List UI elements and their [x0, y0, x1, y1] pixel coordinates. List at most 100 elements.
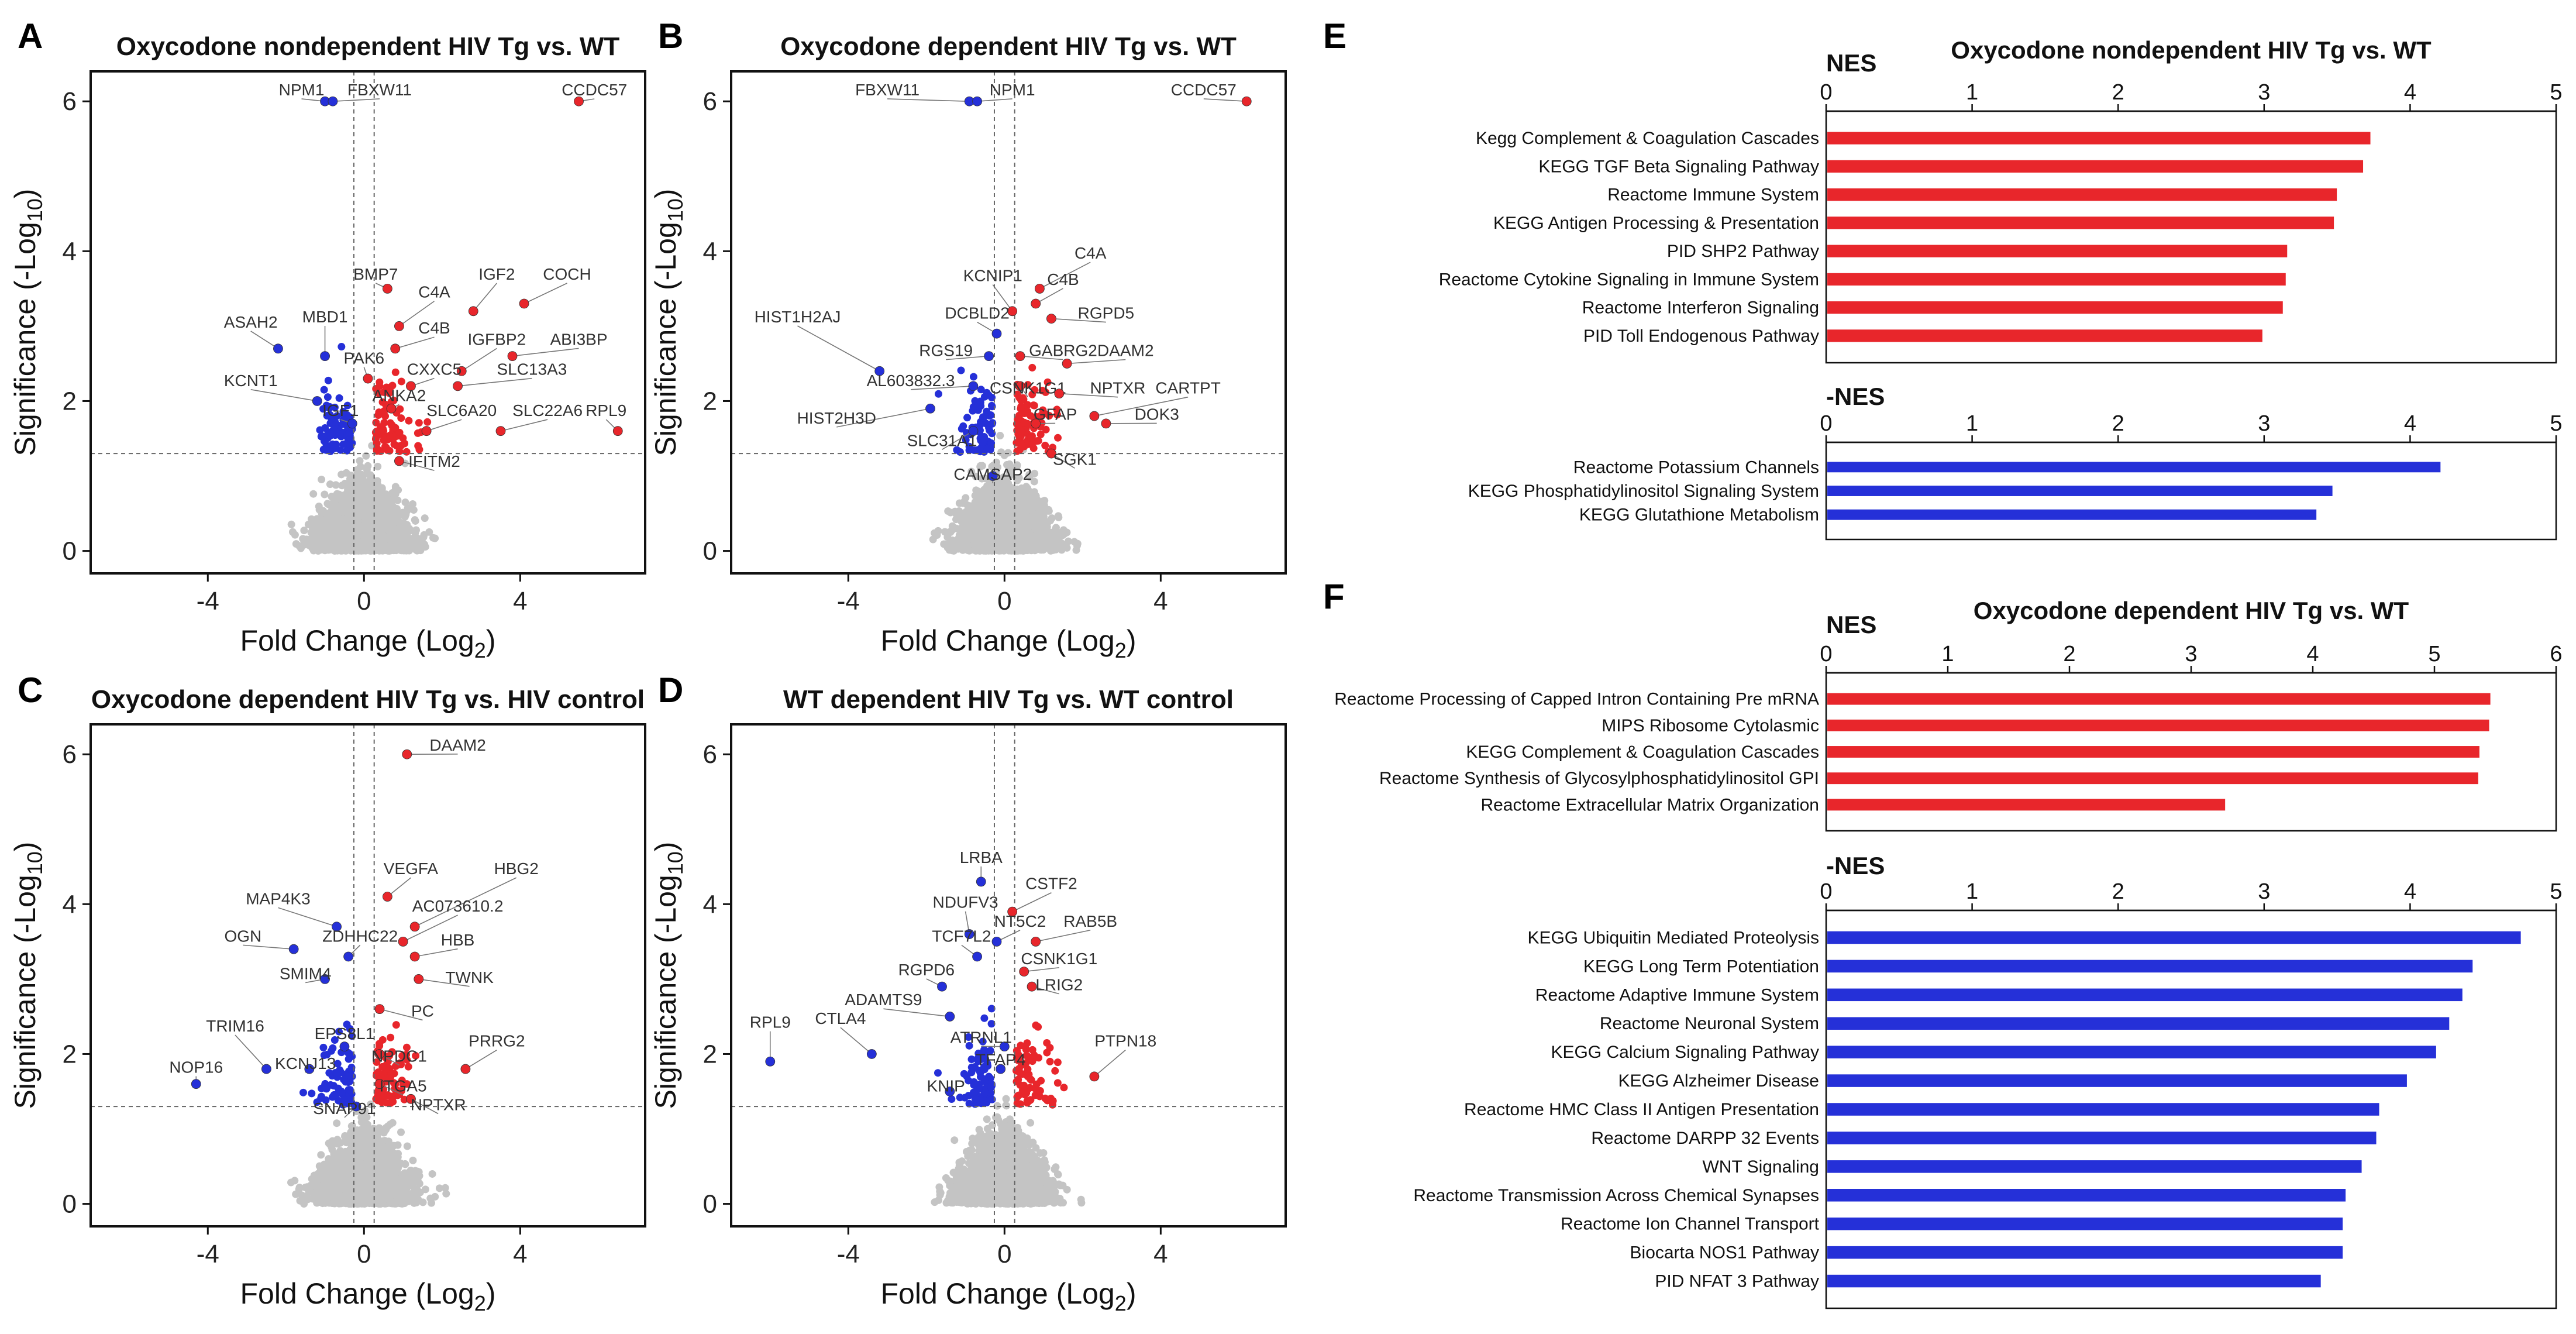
gene-point — [328, 96, 338, 106]
gene-label: BMP7 — [353, 265, 398, 283]
point-ns — [411, 517, 419, 525]
gene-point — [507, 351, 518, 362]
point-ns — [374, 484, 383, 493]
point-ns — [361, 524, 369, 532]
point-sig — [320, 386, 328, 394]
point-sig — [323, 412, 331, 420]
point-sig — [323, 393, 332, 401]
leader-line — [426, 419, 462, 432]
point-sig — [345, 429, 353, 437]
point-sig — [415, 419, 423, 427]
leader-line — [250, 389, 318, 402]
point-ns — [326, 508, 334, 517]
point-sig — [374, 389, 383, 397]
point-ns — [409, 500, 417, 508]
point-ns — [328, 503, 336, 511]
point-ns — [336, 545, 345, 553]
point-sig — [388, 422, 396, 430]
gene-point — [320, 351, 330, 362]
point-ns — [960, 497, 968, 506]
point-sig — [336, 430, 344, 438]
point-ns — [376, 507, 384, 515]
point-ns — [996, 475, 1004, 483]
point-ns — [1030, 488, 1038, 496]
point-ns — [366, 503, 374, 511]
point-sig — [340, 411, 348, 420]
point-sig — [397, 414, 405, 422]
leader-line — [524, 283, 567, 304]
point-ns — [1073, 539, 1082, 548]
point-sig — [381, 412, 390, 420]
y-tick-label: 0 — [63, 537, 77, 566]
point-ns — [409, 506, 418, 514]
point-sig — [380, 427, 388, 435]
point-ns — [335, 516, 343, 524]
x-tick-label: 0 — [357, 587, 371, 616]
point-ns — [389, 534, 397, 542]
point-ns — [411, 532, 419, 541]
point-sig — [376, 378, 384, 386]
point-ns — [359, 486, 367, 494]
point-ns — [1006, 469, 1014, 477]
point-ns — [311, 545, 319, 553]
point-ns — [321, 490, 329, 498]
gene-label: FBXW11 — [347, 81, 412, 99]
point-ns — [354, 513, 363, 521]
leader-line — [250, 331, 278, 349]
panel-letter: B — [658, 16, 683, 56]
point-ns — [346, 521, 354, 530]
point-ns — [361, 544, 370, 552]
point-sig — [326, 432, 334, 440]
point-ns — [398, 546, 406, 555]
point-ns — [326, 480, 334, 489]
point-ns — [346, 535, 354, 543]
point-sig — [391, 368, 400, 376]
gene-point — [406, 381, 416, 391]
point-ns — [350, 476, 359, 484]
point-ns — [309, 534, 317, 542]
point-ns — [374, 546, 383, 554]
point-ns — [300, 527, 308, 535]
point-ns — [344, 493, 352, 501]
point-ns — [394, 486, 402, 494]
point-ns — [378, 530, 386, 538]
point-sig — [387, 398, 395, 406]
point-ns — [972, 472, 980, 480]
point-sig — [322, 446, 330, 454]
gene-label: CXXC5 — [407, 360, 462, 379]
x-tick-label: 4 — [513, 587, 527, 616]
point-sig — [373, 445, 381, 453]
point-sig — [336, 446, 345, 454]
point-ns — [309, 490, 318, 498]
leader-line — [473, 283, 497, 312]
point-ns — [322, 537, 330, 545]
point-ns — [383, 500, 391, 508]
point-ns — [967, 467, 976, 476]
point-ns — [354, 521, 363, 529]
point-ns — [363, 481, 371, 489]
point-ns — [338, 470, 346, 479]
point-ns — [1004, 449, 1012, 457]
point-ns — [385, 510, 394, 518]
point-sig — [405, 417, 413, 425]
gene-label: IGF1 — [322, 401, 359, 420]
leader-line — [512, 348, 579, 357]
point-sig — [395, 428, 404, 436]
point-ns — [1033, 496, 1041, 504]
gene-point — [390, 343, 401, 354]
point-ns — [405, 526, 414, 534]
gene-point — [468, 306, 478, 317]
point-ns — [1030, 477, 1038, 486]
leader-line — [457, 377, 532, 387]
gene-point — [453, 381, 463, 391]
gene-label: IGF2 — [478, 265, 515, 283]
gene-point — [273, 343, 283, 354]
x-axis-label: Fold Change (Log2) — [240, 624, 496, 662]
point-ns — [396, 511, 404, 519]
volcano-panel-b: B Oxycodone dependent HIV Tg vs. WTFBXW11… — [649, 16, 1287, 662]
gene-label: SLC22A6 — [512, 401, 583, 420]
point-sig — [385, 389, 393, 397]
gene-label: SLC6A20 — [426, 401, 497, 420]
gene-label: ANKA2 — [372, 386, 426, 404]
